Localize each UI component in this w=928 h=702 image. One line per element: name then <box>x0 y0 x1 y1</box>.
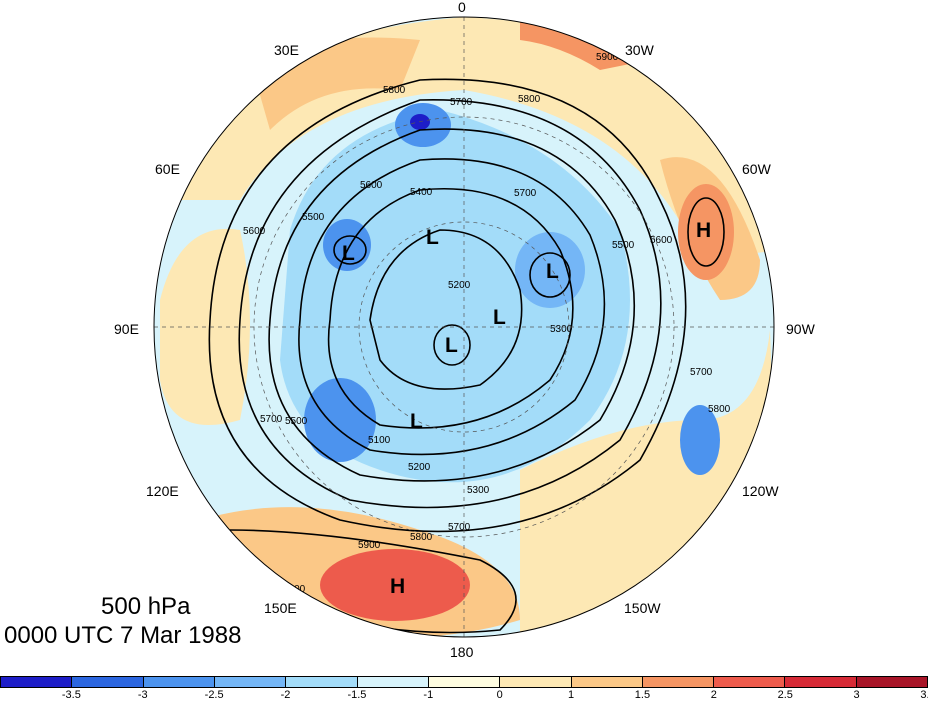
graticule <box>154 17 774 637</box>
colorbar-tick-label: 3.5 <box>920 689 928 701</box>
contour-label: 5700 <box>448 522 471 533</box>
contour-label: 5700 <box>260 414 283 425</box>
contour-label: 5700 <box>690 367 713 378</box>
colorbar-tick-label: -3.5 <box>61 689 81 701</box>
high-pressure-marker: H <box>696 219 712 242</box>
contour-label: 5600 <box>650 235 673 246</box>
anomaly-warm-bottom-core <box>320 549 470 621</box>
contour-label: 5200 <box>448 280 471 291</box>
colorbar-tick-label: -1 <box>423 689 434 701</box>
anomaly-warm-right-core <box>678 184 734 280</box>
contour-label: 5800 <box>410 532 433 543</box>
contour-label: 5700 <box>514 188 537 199</box>
lon-label-30w: 30W <box>625 42 654 58</box>
map-boundary <box>153 16 775 638</box>
colorbar-tick-label: -2 <box>280 689 291 701</box>
anomaly-cold-right <box>680 405 720 475</box>
contour-label: 5600 <box>360 180 383 191</box>
contour-label: 5800 <box>518 94 541 105</box>
colorbar-segment <box>714 677 786 687</box>
contour-label: 5400 <box>410 187 433 198</box>
colorbar-tick-label: 0 <box>496 689 503 701</box>
low-pressure-marker: L <box>445 334 458 357</box>
contour-label: 5500 <box>285 416 308 427</box>
contour-label: 5200 <box>408 462 431 473</box>
colorbar-segment <box>428 677 501 687</box>
high-pressure-marker: H <box>390 575 406 598</box>
colorbar-tick-label: 3 <box>853 689 860 701</box>
colorbar-segment <box>1 677 73 687</box>
lon-label-30e: 30E <box>274 42 299 58</box>
lon-label-120w: 120W <box>742 483 779 499</box>
colorbar-segment <box>856 677 928 687</box>
contour-label: 5500 <box>302 212 325 223</box>
contour-label: 5800 <box>708 404 731 415</box>
lon-label-150w: 150W <box>624 600 661 616</box>
colorbar-tick-label: -2.5 <box>204 689 224 701</box>
colorbar-segment <box>357 677 429 687</box>
level-title: 500 hPa <box>101 593 191 620</box>
contour-label: 5900 <box>283 584 306 595</box>
contour-label: 5800 <box>383 85 406 96</box>
contour-label: 5500 <box>612 240 635 251</box>
lon-label-150e: 150E <box>264 600 297 616</box>
contour-label: 5700 <box>450 97 473 108</box>
lon-label-90w: 90W <box>786 321 815 337</box>
contour-label: 5300 <box>550 324 573 335</box>
height-contours <box>208 78 725 634</box>
contour-label: 5600 <box>243 226 266 237</box>
colorbar-segment <box>785 677 857 687</box>
contour-label: 5100 <box>368 435 391 446</box>
colorbar-segment <box>500 677 572 687</box>
colorbar-segment <box>72 677 144 687</box>
colorbar-tick-label: 1.5 <box>634 689 651 701</box>
contour-label: 5900 <box>596 52 619 63</box>
datetime-title: 0000 UTC 7 Mar 1988 <box>4 622 242 649</box>
anomaly-cold-east <box>515 232 585 308</box>
low-pressure-marker: L <box>493 306 506 329</box>
anomaly-colorbar <box>0 676 928 688</box>
anomaly-cold-core <box>280 110 630 483</box>
lon-label-60w: 60W <box>742 161 771 177</box>
colorbar-segment <box>214 677 287 687</box>
anomaly-cold-south <box>304 378 376 462</box>
colorbar-segment <box>571 677 643 687</box>
colorbar-segment <box>286 677 358 687</box>
colorbar-tick-label: -1.5 <box>347 689 367 701</box>
low-pressure-marker: L <box>410 410 423 433</box>
low-pressure-marker: L <box>342 242 355 265</box>
low-pressure-marker: L <box>426 226 439 249</box>
colorbar-tick-label: -3 <box>137 689 148 701</box>
colorbar-tick-label: 2.5 <box>777 689 793 701</box>
lon-label-120e: 120E <box>146 483 179 499</box>
colorbar-segment <box>642 677 715 687</box>
lon-label-90e: 90E <box>114 321 139 337</box>
colorbar-tick-label: 1 <box>568 689 575 701</box>
contour-label: 5900 <box>358 540 381 551</box>
low-pressure-marker: L <box>546 260 559 283</box>
lon-label-180: 180 <box>450 644 474 660</box>
lon-label-0: 0 <box>458 0 466 15</box>
colorbar-segment <box>143 677 215 687</box>
lon-label-60e: 60E <box>155 161 180 177</box>
colorbar-tick-label: 2 <box>710 689 717 701</box>
contour-label: 5300 <box>467 485 490 496</box>
